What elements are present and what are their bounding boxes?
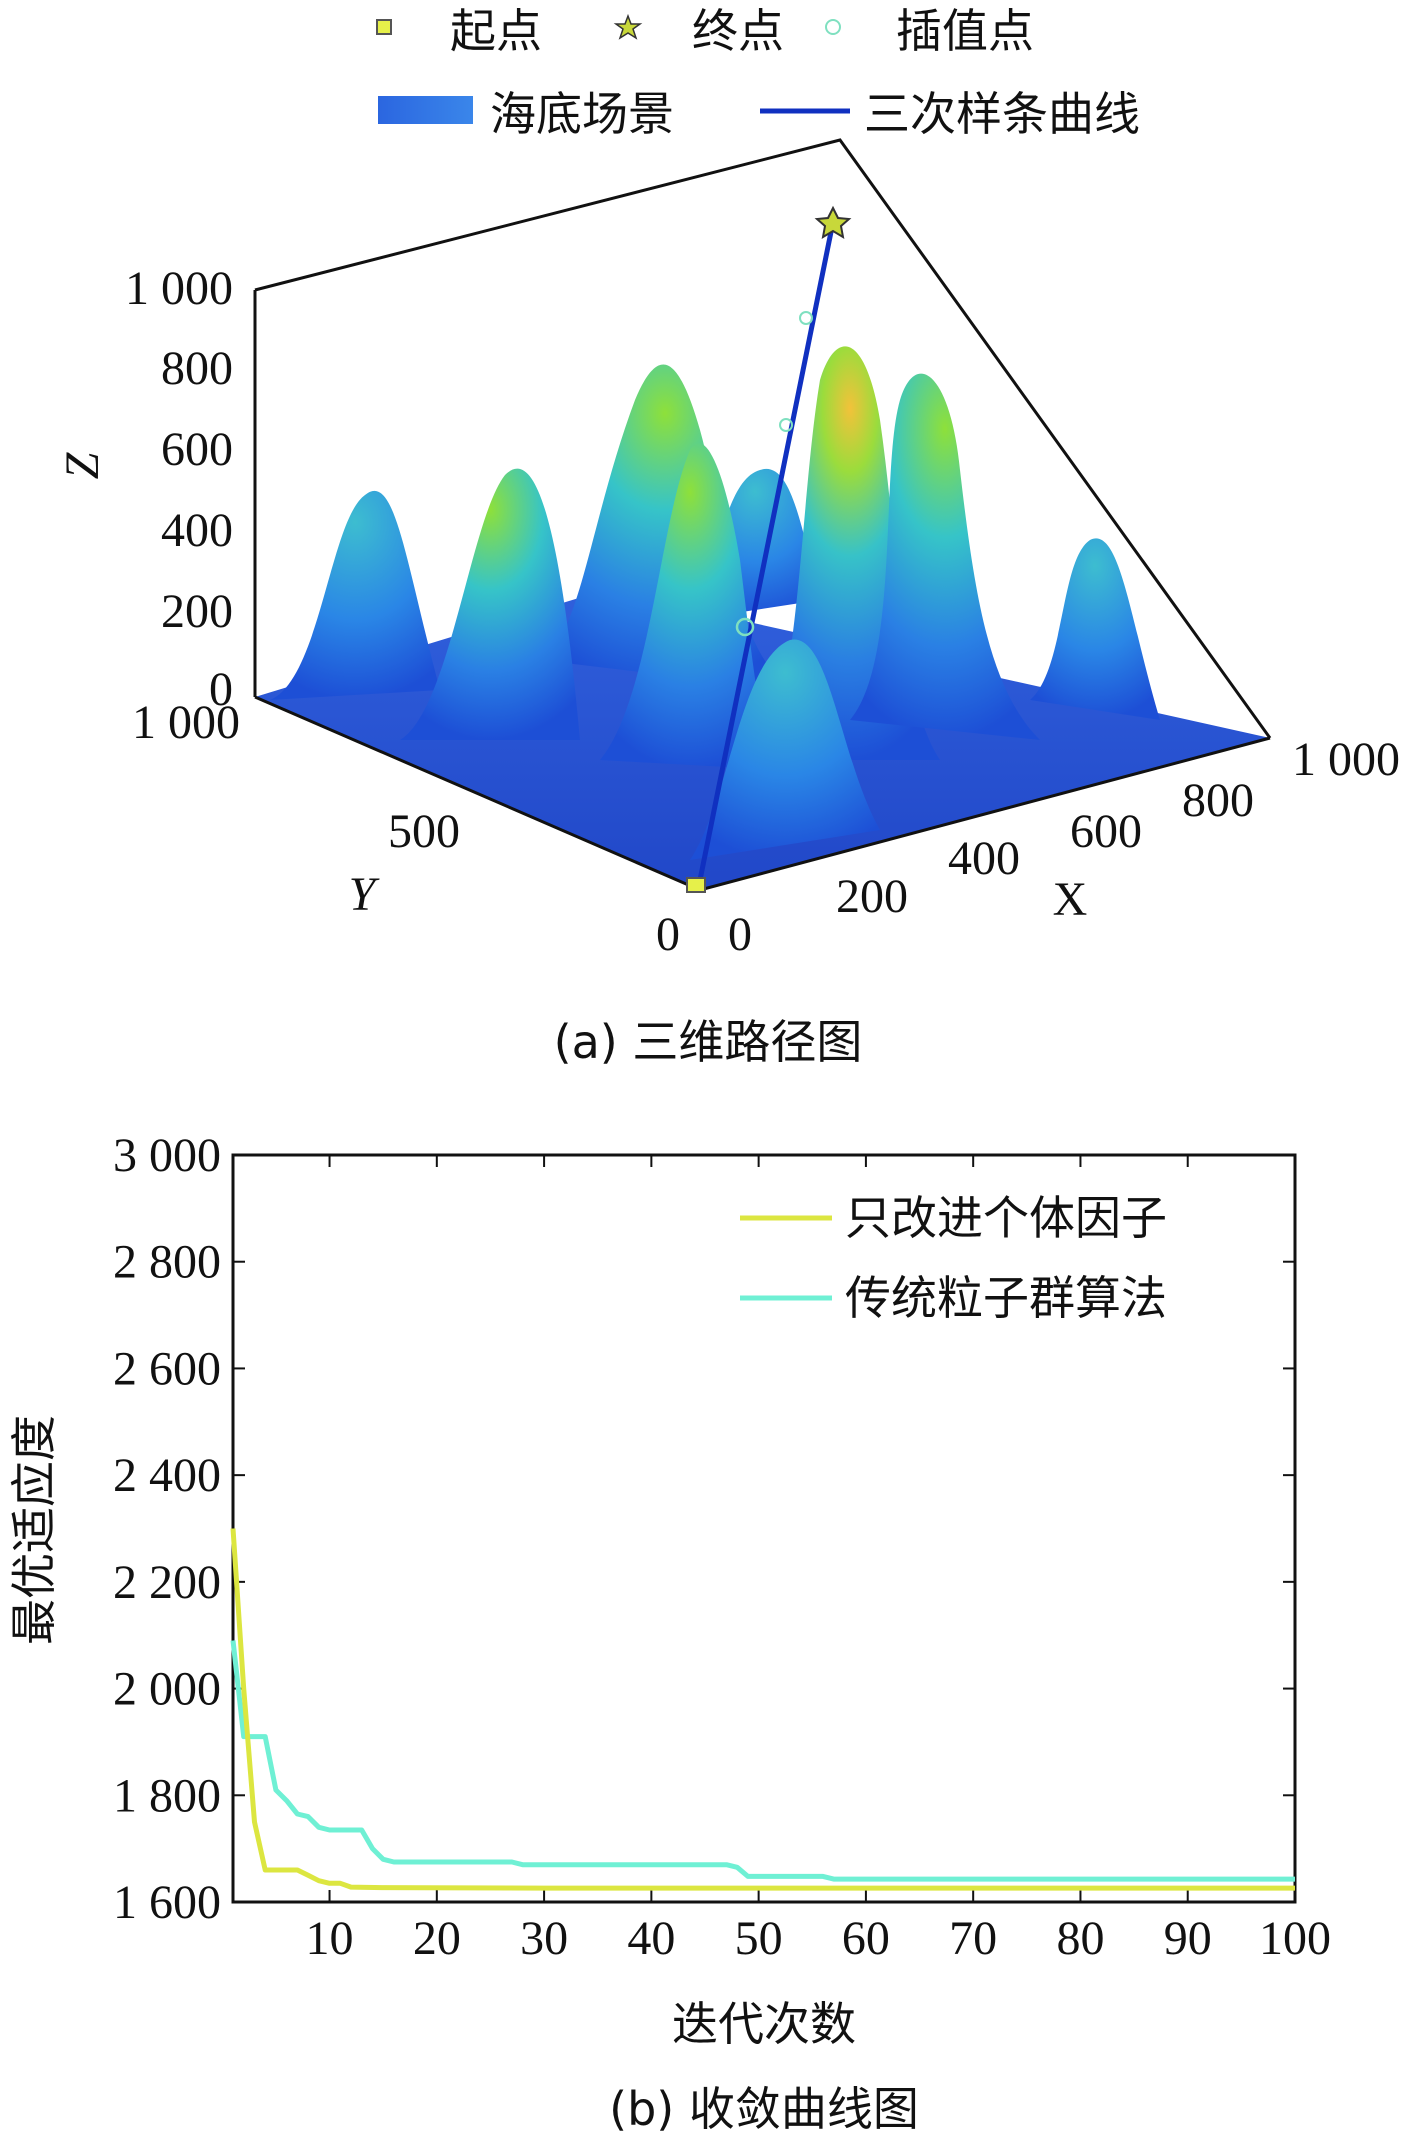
y-tick-label: 2 400 (113, 1449, 221, 1502)
seabed-peak (270, 490, 440, 700)
x-tick-label: 100 (1259, 1912, 1331, 1965)
y-tick-label: 2 800 (113, 1236, 221, 1289)
seabed-peak (850, 373, 1040, 740)
legend-start-marker (376, 19, 392, 35)
y-tick-label: 1 800 (113, 1769, 221, 1822)
y-axis: 1 000 500 0 Y (132, 696, 680, 961)
caption-b: (b) 收敛曲线图 (609, 2082, 919, 2136)
waypoint-marker (799, 311, 813, 325)
seabed-peak (1030, 538, 1160, 720)
z-axis-label: Z (56, 451, 109, 479)
z-tick-label: 400 (161, 504, 233, 557)
z-tick-label: 600 (161, 423, 233, 476)
z-axis: 1 000 800 600 400 200 0 Z (56, 262, 233, 716)
y-axis-label: Y (349, 868, 380, 921)
waypoint-marker (779, 418, 793, 432)
x-tick-label: 60 (842, 1912, 890, 1965)
x-tick-label: 800 (1182, 774, 1254, 827)
y-axis-label-b: 最优适应度 (7, 1415, 61, 1645)
panel-3d-path: 起点 终点 插值点 海底场景 三次样条曲线 (56, 4, 1400, 1069)
legend-3d: 起点 终点 插值点 海底场景 三次样条曲线 (376, 4, 1140, 141)
z-tick-label: 200 (161, 585, 233, 638)
legend-end-label: 终点 (692, 4, 784, 58)
x-tick-label: 10 (306, 1912, 354, 1965)
legend-label-individual: 只改进个体因子 (845, 1191, 1167, 1245)
box-back-edges (254, 138, 1272, 739)
x-tick-label: 90 (1164, 1912, 1212, 1965)
series-lines (230, 1528, 1295, 1891)
y-tick-label: 500 (388, 805, 460, 858)
y-tick-label: 0 (656, 908, 680, 961)
x-tick-label: 20 (413, 1912, 461, 1965)
x-axis: 0 200 400 600 800 1 000 X (728, 733, 1400, 961)
y-tick-label: 1 600 (113, 1876, 221, 1929)
waypoint-marker (735, 617, 755, 637)
x-axis-ticks: 10 20 30 40 50 60 70 80 90 100 (306, 1155, 1331, 1965)
z-tick-label: 800 (161, 342, 233, 395)
legend-end-marker (613, 13, 643, 40)
x-tick-label: 50 (735, 1912, 783, 1965)
seabed-peak (690, 639, 880, 860)
x-tick-label: 200 (836, 870, 908, 923)
x-tick-label: 0 (728, 908, 752, 961)
y-tick-label: 2 000 (113, 1663, 221, 1716)
spline-path-line (697, 221, 836, 881)
x-tick-label: 40 (627, 1912, 675, 1965)
seabed-peak (400, 468, 580, 740)
series-line-individual (230, 1528, 1295, 1891)
panel-convergence: 1 600 1 800 2 000 2 200 2 400 2 600 2 800 3 000… (7, 1129, 1331, 2136)
seabed-peak (600, 443, 780, 770)
x-tick-label: 70 (949, 1912, 997, 1965)
x-tick-label: 400 (948, 832, 1020, 885)
plot-frame (231, 1153, 1297, 1904)
legend-convergence: 只改进个体因子 传统粒子群算法 (740, 1191, 1167, 1325)
end-point-marker (814, 205, 852, 239)
x-axis-label: X (1053, 873, 1088, 926)
caption-a: (a) 三维路径图 (554, 1015, 863, 1069)
y-tick-label: 1 000 (132, 696, 240, 749)
y-tick-label: 2 200 (113, 1556, 221, 1609)
x-tick-label: 30 (520, 1912, 568, 1965)
y-tick-label: 3 000 (113, 1129, 221, 1182)
y-axis-ticks: 1 600 1 800 2 000 2 200 2 400 2 600 2 800 3 000 (113, 1129, 1295, 1929)
z-tick-label: 0 (209, 663, 233, 716)
legend-waypoint-marker (825, 19, 841, 35)
start-point-marker (686, 877, 706, 893)
legend-label-pso: 传统粒子群算法 (845, 1271, 1167, 1325)
y-tick-label: 2 600 (113, 1342, 221, 1395)
x-axis-label-b: 迭代次数 (672, 1997, 856, 2051)
legend-seabed-label: 海底场景 (490, 87, 674, 141)
series-line-pso (230, 1640, 1295, 1882)
legend-start-label: 起点 (450, 4, 542, 58)
z-tick-label: 1 000 (125, 262, 233, 315)
legend-seabed-patch (378, 96, 473, 124)
x-tick-label: 1 000 (1292, 733, 1400, 786)
x-tick-label: 600 (1070, 805, 1142, 858)
seabed-surface (255, 346, 1270, 890)
legend-waypoint-label: 插值点 (896, 4, 1034, 58)
x-tick-label: 80 (1056, 1912, 1104, 1965)
legend-spline-label: 三次样条曲线 (864, 87, 1140, 141)
